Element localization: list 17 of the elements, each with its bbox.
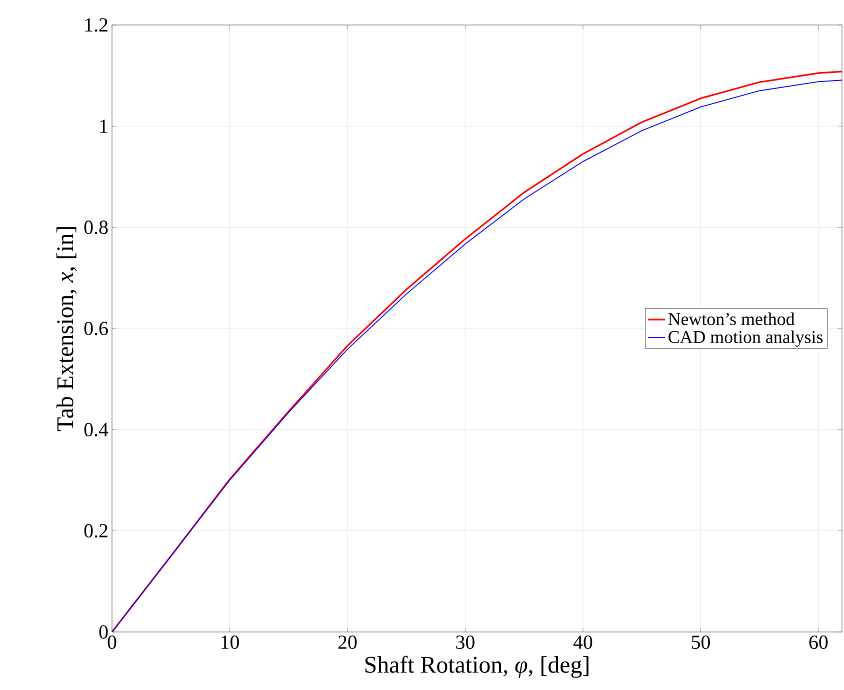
y-tick-label: 1.2 bbox=[85, 18, 108, 32]
x-tick-label: 30 bbox=[456, 636, 474, 649]
y-tick-label: 0.2 bbox=[84, 524, 108, 538]
legend-label: CAD motion analysis bbox=[668, 330, 823, 347]
legend-label: Newton’s method bbox=[668, 312, 795, 326]
x-tick-label: 10 bbox=[222, 636, 239, 649]
y-axis-title: Tab Extension, x, [in] bbox=[56, 227, 77, 432]
x-axis-title: Shaft Rotation, φ, [deg] bbox=[365, 656, 588, 678]
y-tick-label: 0.4 bbox=[84, 422, 108, 436]
x-tick-label: 60 bbox=[809, 636, 828, 649]
x-tick-label: 40 bbox=[573, 636, 592, 649]
y-tick-label: 1 bbox=[100, 120, 108, 133]
y-tick-label: 0.6 bbox=[84, 322, 108, 336]
y-tick-label: 0 bbox=[99, 625, 108, 639]
x-tick-label: 50 bbox=[692, 636, 710, 649]
x-tick-label: 20 bbox=[338, 636, 357, 649]
y-tick-label: 0.8 bbox=[84, 220, 108, 234]
